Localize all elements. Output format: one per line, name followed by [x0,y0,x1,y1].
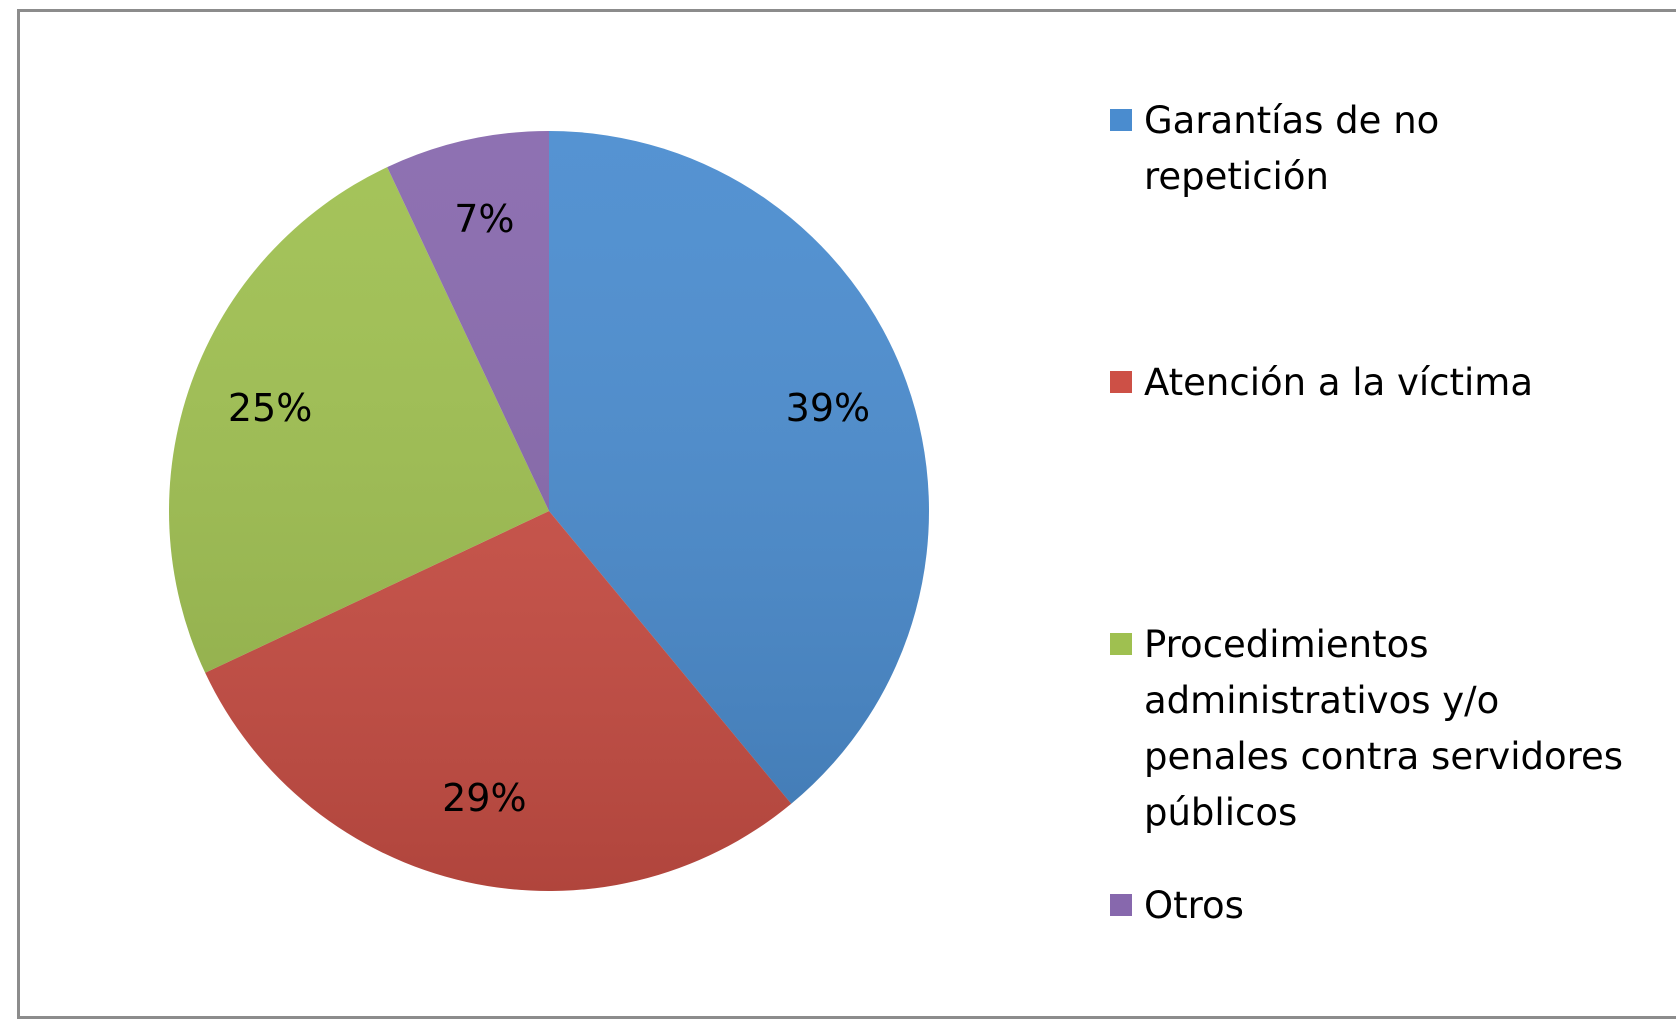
legend-swatch [1110,894,1132,916]
legend-swatch [1110,371,1132,393]
data-label: 25% [228,386,312,430]
legend-label: Procedimientos administrativos y/o penal… [1144,623,1624,834]
legend-item: Garantías de no repetición [1110,93,1464,205]
legend-swatch [1110,633,1132,655]
legend-item: Otros [1110,878,1644,934]
data-label: 29% [442,776,526,820]
legend-label: Garantías de no repetición [1144,99,1440,198]
legend-item: Atención a la víctima [1110,355,1644,411]
data-label: 7% [454,197,514,241]
data-label: 39% [786,386,870,430]
legend-swatch [1110,109,1132,131]
legend-item: Procedimientos administrativos y/o penal… [1110,617,1644,841]
legend-label: Otros [1144,884,1244,927]
legend-label: Atención a la víctima [1144,361,1534,404]
